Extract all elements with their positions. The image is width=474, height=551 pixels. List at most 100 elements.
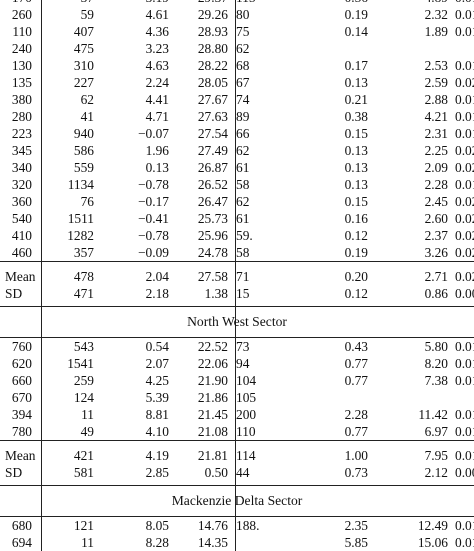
table-cell: 0.001 — [455, 465, 474, 480]
table-row: 240 475 3.23 28.80 62 — [0, 40, 474, 57]
table-cell: 22.06 — [197, 356, 228, 371]
table-cell: 1.00 — [344, 448, 368, 463]
table-cell: 620 — [11, 356, 32, 371]
table-cell: 760 — [11, 339, 32, 354]
table-cell: 0.018 — [455, 518, 474, 533]
table-cell: 12.49 — [417, 518, 448, 533]
table-cell: 670 — [11, 390, 32, 405]
table-cell: 2.85 — [145, 465, 169, 480]
table-cell: 340 — [11, 160, 32, 175]
table-cell: 62 — [236, 194, 250, 209]
table-cell: 11 — [81, 535, 94, 550]
table-cell: 227 — [73, 75, 94, 90]
sector-title: North West Sector — [187, 314, 287, 329]
table-cell: −0.78 — [138, 228, 169, 243]
table-cell: 89 — [236, 109, 250, 124]
table-cell: −0.07 — [138, 126, 169, 141]
table-cell: 0.019 — [455, 373, 474, 388]
table-cell: 104 — [236, 373, 257, 388]
sector-title: Mackenzie Delta Sector — [171, 493, 303, 508]
table-cell: 0.019 — [455, 92, 474, 107]
table-cell: 2.60 — [424, 211, 448, 226]
table-cell: 3.19 — [125, 0, 169, 6]
table-cell: 0.21 — [344, 92, 368, 107]
table-cell: 25.96 — [197, 228, 228, 243]
table-cell: 66 — [236, 126, 250, 141]
table-cell: 2.31 — [424, 126, 448, 141]
table-row: 760 543 0.54 22.52 73 0.43 5.80 0.019 — [0, 338, 474, 355]
table-cell: 0.13 — [145, 160, 169, 175]
table-cell: 2.18 — [145, 286, 169, 301]
table-cell: 44 — [236, 465, 250, 480]
table-row: 670 124 5.39 21.86 105 — [0, 389, 474, 406]
table-row: 460 357 −0.09 24.78 58 0.19 3.26 0.021 — [0, 244, 474, 261]
table-cell: 5.85 — [344, 535, 368, 550]
table-cell: 21.86 — [197, 390, 228, 405]
table-cell: 0.019 — [455, 109, 474, 124]
table-cell: 0.019 — [455, 7, 474, 22]
column-divider — [41, 0, 42, 551]
table-cell: 2.35 — [344, 518, 368, 533]
table-cell: 24.78 — [197, 245, 228, 260]
table-cell: 110 — [12, 24, 32, 39]
table-cell: 357 — [73, 245, 94, 260]
table-cell: 5.39 — [145, 390, 169, 405]
table-cell: 0.16 — [344, 211, 368, 226]
table-cell: 27.54 — [197, 126, 228, 141]
table-cell: 260 — [11, 7, 32, 22]
table-cell: 22.52 — [197, 339, 228, 354]
table-cell: 0.56 — [326, 0, 368, 6]
table-cell: 124 — [73, 390, 94, 405]
table-cell: 320 — [11, 177, 32, 192]
table-cell: 74 — [236, 92, 250, 107]
table-cell: 4.61 — [145, 7, 169, 22]
table-cell: 0.73 — [344, 465, 368, 480]
table-row: 130 310 4.63 28.22 68 0.17 2.53 0.019 — [0, 57, 474, 74]
table-cell: 2.25 — [424, 143, 448, 158]
table-row: 280 41 4.71 27.63 89 0.38 4.21 0.019 — [0, 108, 474, 125]
table-cell: 2.09 — [424, 160, 448, 175]
table-cell: 394 — [11, 407, 32, 422]
table-cell: 5.80 — [424, 339, 448, 354]
table-cell: 0.19 — [344, 245, 368, 260]
table-cell: 4.19 — [145, 448, 169, 463]
table-row: 380 62 4.41 27.67 74 0.21 2.88 0.019 — [0, 91, 474, 108]
table-cell: 2.28 — [424, 177, 448, 192]
table-row: 135 227 2.24 28.05 67 0.13 2.59 0.020 — [0, 74, 474, 91]
table-cell: 1134 — [67, 177, 94, 192]
table-cell: 7.95 — [424, 448, 448, 463]
table-cell: 2.59 — [424, 75, 448, 90]
table-cell: 0.019 — [455, 424, 474, 439]
table-cell: 4.41 — [145, 92, 169, 107]
table-cell: 280 — [11, 109, 32, 124]
table-row: 260 59 4.61 29.26 80 0.19 2.32 0.019 — [0, 6, 474, 23]
table-row: 780 49 4.10 21.08 110 0.77 6.97 0.019 — [0, 423, 474, 440]
table-cell: 0.020 — [455, 143, 474, 158]
table-cell: 2.45 — [424, 194, 448, 209]
table-cell: 15 — [236, 286, 250, 301]
table-cell: 0.019 — [455, 339, 474, 354]
table-cell: 28.05 — [197, 75, 228, 90]
table-cell: 121 — [73, 518, 94, 533]
table-cell: 41 — [80, 109, 94, 124]
table-cell: 59. — [236, 228, 253, 243]
table-cell: 110 — [236, 424, 256, 439]
table-cell: 27.67 — [197, 92, 228, 107]
table-cell: 114 — [236, 448, 256, 463]
row-label: SD — [5, 465, 23, 480]
table-cell: 0.13 — [344, 177, 368, 192]
table-row: 540 1511 −0.41 25.73 61 0.16 2.60 0.023 — [0, 210, 474, 227]
table-cell: 29.37 — [188, 0, 228, 6]
table-cell: −0.09 — [138, 245, 169, 260]
table-cell: 29.26 — [197, 7, 228, 22]
table-cell: 0.019 — [455, 24, 474, 39]
table-cell: 115 — [236, 0, 276, 6]
table-cell: 62 — [80, 92, 94, 107]
table-cell: 0.019 — [455, 448, 474, 463]
table-cell: 2.07 — [145, 356, 169, 371]
table-cell: 68 — [236, 58, 250, 73]
table-cell: 259 — [73, 373, 94, 388]
table-cell: 2.37 — [424, 228, 448, 243]
table-cell: 27.58 — [197, 269, 228, 284]
